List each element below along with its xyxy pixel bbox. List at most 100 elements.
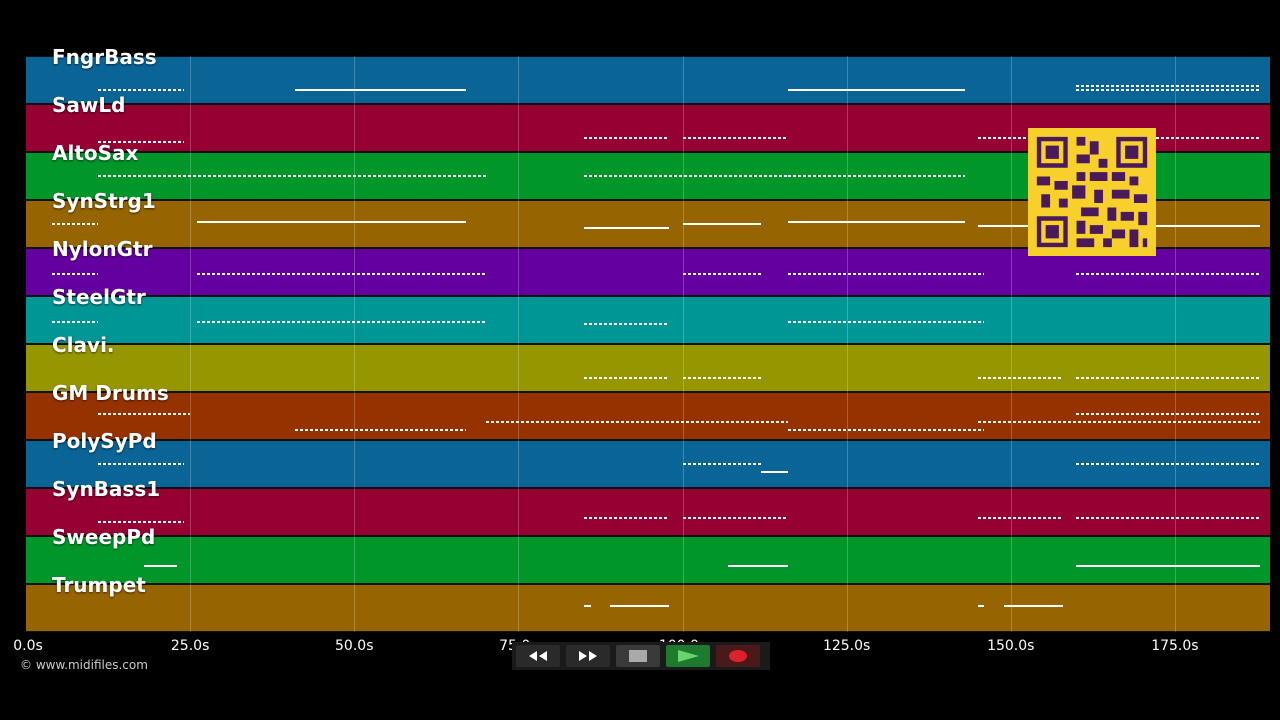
note-segment	[52, 223, 99, 225]
fast-forward-button[interactable]	[566, 645, 610, 667]
note-segment	[728, 565, 788, 567]
record-icon	[729, 650, 747, 662]
note-segment	[144, 565, 177, 567]
note-segment	[584, 377, 670, 379]
track-label: SawLd	[52, 93, 126, 117]
note-segment	[584, 175, 788, 177]
note-segment	[787, 175, 965, 177]
gridline	[682, 56, 684, 632]
track-label: SynBass1	[52, 477, 161, 501]
track-label: NylonGtr	[52, 237, 153, 261]
note-segment	[1076, 463, 1261, 465]
play-button[interactable]	[666, 645, 710, 667]
note-segment	[682, 377, 762, 379]
note-segment	[98, 521, 184, 523]
gridline	[518, 56, 520, 632]
track-label: SweepPd	[52, 525, 156, 549]
track-lane	[26, 344, 1270, 392]
gridline	[846, 56, 848, 632]
note-segment	[1076, 377, 1261, 379]
note-segment	[196, 273, 486, 275]
track-label: SynStrg1	[52, 189, 156, 213]
note-segment	[98, 175, 486, 177]
track-label: PolySyPd	[52, 429, 157, 453]
note-segment	[196, 321, 486, 323]
note-segment	[584, 137, 670, 139]
note-segment	[98, 413, 191, 415]
gridline	[190, 56, 192, 632]
track-label: SteelGtr	[52, 285, 146, 309]
track-lane	[26, 392, 1270, 440]
stop-icon	[629, 650, 647, 662]
play-icon	[678, 650, 699, 662]
note-segment	[977, 137, 1064, 139]
fast-forward-icon	[579, 651, 597, 661]
track-lane	[26, 536, 1270, 584]
note-segment	[1076, 517, 1261, 519]
track-label: AltoSax	[52, 141, 139, 165]
stop-button[interactable]	[616, 645, 660, 667]
gridline	[1010, 56, 1012, 632]
record-button[interactable]	[716, 645, 760, 667]
note-segment	[682, 517, 788, 519]
transport-controls	[512, 642, 770, 670]
note-segment	[787, 321, 985, 323]
note-segment	[977, 517, 1064, 519]
note-segment	[682, 273, 762, 275]
track-label: FngrBass	[52, 45, 157, 69]
note-segment	[295, 429, 466, 431]
note-segment	[1076, 413, 1261, 415]
note-segment	[787, 273, 985, 275]
note-segment	[1076, 137, 1261, 139]
note-segment	[1076, 273, 1261, 275]
rewind-button[interactable]	[516, 645, 560, 667]
note-segment	[977, 605, 985, 607]
gridline	[354, 56, 356, 632]
note-segment	[787, 221, 965, 223]
qr-code-icon	[1028, 128, 1156, 256]
note-segment	[584, 227, 670, 229]
note-segment	[761, 471, 788, 473]
time-tick-label: 25.0s	[170, 638, 210, 654]
note-segment	[977, 421, 1261, 423]
note-segment	[682, 223, 762, 225]
gridline	[1174, 56, 1176, 632]
track-lane	[26, 296, 1270, 344]
note-segment	[1004, 605, 1064, 607]
track-label: GM Drums	[52, 381, 169, 405]
note-segment	[1076, 85, 1261, 87]
note-segment	[584, 323, 670, 325]
note-segment	[787, 429, 985, 431]
track-lane	[26, 440, 1270, 488]
track-label: Clavi.	[52, 333, 115, 357]
note-segment	[584, 517, 670, 519]
track-lane	[26, 56, 1270, 104]
note-segment	[295, 89, 466, 91]
note-segment	[610, 605, 670, 607]
note-segment	[52, 273, 99, 275]
time-tick-label: 150.0s	[987, 638, 1035, 654]
note-segment	[98, 141, 184, 143]
time-tick-label: 0.0s	[13, 638, 43, 654]
track-lane	[26, 488, 1270, 536]
time-tick-label: 50.0s	[335, 638, 374, 654]
note-segment	[1076, 565, 1261, 567]
time-tick-label: 125.0s	[822, 638, 871, 654]
rewind-icon	[529, 651, 547, 661]
note-segment	[98, 89, 184, 91]
note-segment	[977, 377, 1064, 379]
note-segment	[98, 463, 184, 465]
note-segment	[584, 605, 591, 607]
note-segment	[52, 321, 99, 323]
copyright-credit: © www.midifiles.com	[20, 658, 148, 672]
note-segment	[682, 463, 762, 465]
track-label: Trumpet	[52, 573, 146, 597]
note-segment	[682, 137, 788, 139]
note-segment	[1076, 89, 1261, 91]
track-lane	[26, 584, 1270, 632]
note-segment	[485, 421, 788, 423]
note-segment	[787, 89, 965, 91]
track-lane	[26, 248, 1270, 296]
note-segment	[196, 221, 466, 223]
time-tick-label: 175.0s	[1151, 638, 1199, 654]
